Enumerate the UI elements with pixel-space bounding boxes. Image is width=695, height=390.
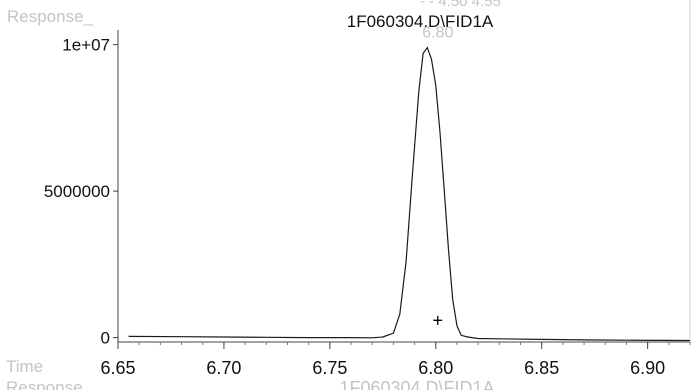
y-ticks: 0 5000000 1e+07 (44, 36, 118, 348)
x-tick-label: 6.75 (312, 358, 347, 378)
top-strip-text: - - 4.50 4.55 (420, 0, 501, 10)
y-tick-label: 0 (101, 329, 110, 348)
y-tick-label: 5000000 (44, 182, 110, 201)
chart-title: 1F060304.D\FID1A (347, 12, 494, 31)
peak-marker: + (433, 311, 444, 331)
peak-label: 6.80 (422, 25, 453, 42)
x-tick-label: 6.80 (418, 358, 453, 378)
x-ticks: 6.65 6.70 6.75 6.80 6.85 6.90 (100, 342, 691, 378)
next-response-label: Response_ (6, 378, 93, 390)
y-tick-label: 1e+07 (62, 36, 110, 55)
chromatogram-trace (128, 46, 691, 342)
x-tick-label: 6.65 (100, 358, 135, 378)
x-tick-label: 6.85 (524, 358, 559, 378)
y-axis-label: Response_ (7, 7, 94, 26)
time-axis-label: Time (6, 357, 43, 376)
next-chart-title: 1F060304.D\FID1A (339, 378, 494, 390)
x-tick-label: 6.70 (206, 358, 241, 378)
x-tick-label: 6.90 (630, 358, 665, 378)
